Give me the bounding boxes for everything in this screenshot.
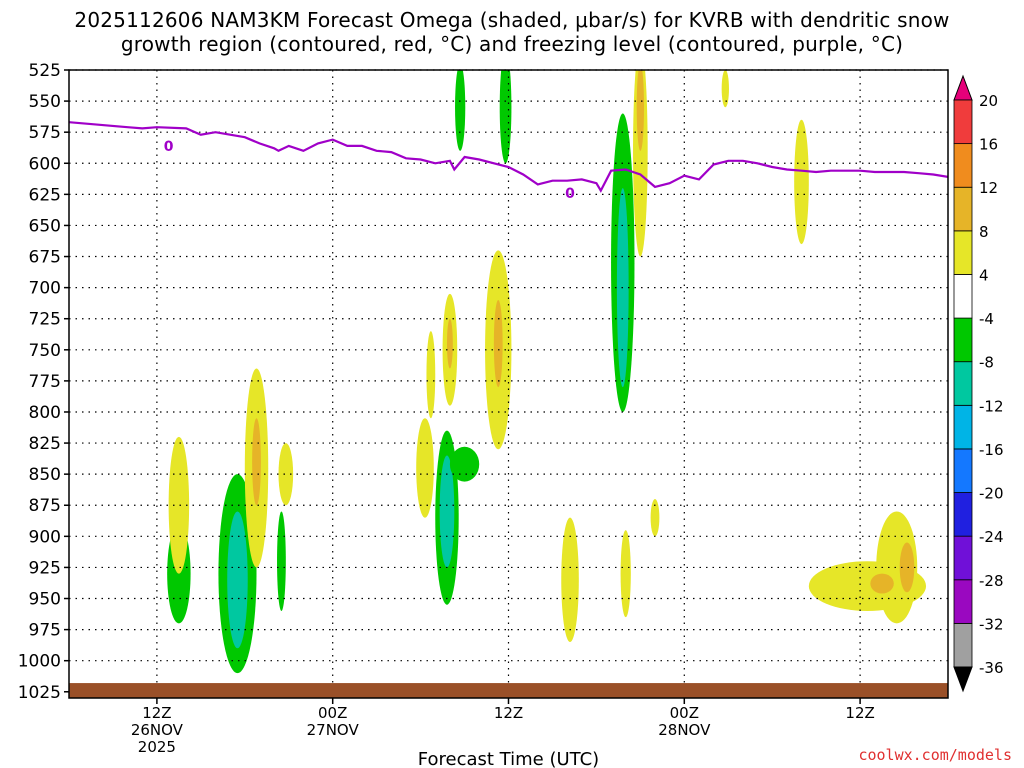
- y-tick-label: 600: [29, 154, 61, 174]
- omega-region: [633, 70, 648, 257]
- y-tick-label: 575: [29, 123, 61, 143]
- omega-region: [620, 530, 631, 618]
- y-tick-label: 700: [29, 279, 61, 299]
- y-tick-label: 725: [29, 310, 61, 330]
- y-tick-label: 525: [29, 61, 61, 81]
- omega-region: [416, 418, 434, 518]
- omega-region: [455, 70, 466, 151]
- colorbar-segment: [953, 317, 973, 363]
- colorbar-label: -28: [979, 572, 1004, 590]
- omega-region: [168, 436, 190, 574]
- omega-region: [636, 70, 645, 151]
- colorbar-label: -8: [979, 354, 994, 372]
- x-tick-label: 27NOV: [307, 721, 360, 739]
- colorbar-segment: [953, 535, 973, 581]
- site-credit[interactable]: coolwx.com/models: [858, 746, 1012, 764]
- omega-region: [870, 573, 894, 594]
- colorbar-segment: [953, 622, 973, 668]
- colorbar-segment: [953, 99, 973, 145]
- omega-region: [227, 511, 248, 649]
- omega-region: [721, 70, 729, 108]
- colorbar-segment: [953, 448, 973, 493]
- colorbar-segment: [953, 274, 973, 319]
- omega-region: [899, 542, 915, 593]
- freezing-level-label: 0: [164, 139, 174, 155]
- colorbar-segment: [953, 492, 973, 537]
- colorbar-segment: [953, 579, 973, 624]
- y-tick-label: 550: [29, 92, 61, 112]
- colorbar-label: -32: [979, 615, 1004, 633]
- omega-region: [876, 511, 918, 624]
- colorbar-label: -16: [979, 441, 1004, 459]
- colorbar-label: -24: [979, 528, 1004, 546]
- y-tick-label: 800: [29, 403, 61, 423]
- y-tick-label: 875: [29, 496, 61, 516]
- x-tick-label: 2025: [138, 738, 176, 756]
- colorbar-label: 20: [979, 92, 998, 110]
- omega-region: [278, 443, 294, 506]
- x-tick-label: 00Z: [318, 704, 347, 722]
- omega-region: [439, 455, 455, 568]
- ground-surface: [69, 683, 948, 698]
- colorbar-segment: [953, 230, 973, 275]
- omega-region: [794, 119, 809, 245]
- colorbar-segment: [953, 404, 973, 450]
- y-tick-label: 925: [29, 558, 61, 578]
- omega-region: [446, 318, 453, 369]
- x-tick-label: 12Z: [142, 704, 171, 722]
- y-tick-label: 775: [29, 372, 61, 392]
- y-tick-label: 900: [29, 527, 61, 547]
- omega-region: [499, 70, 512, 164]
- y-tick-label: 825: [29, 434, 61, 454]
- omega-region: [561, 517, 579, 643]
- freezing-level-label: 0: [565, 186, 575, 202]
- colorbar-label: -20: [979, 485, 1004, 503]
- chart-title-line-2: growth region (contoured, red, °C) and f…: [120, 32, 904, 56]
- colorbar-label: -4: [979, 310, 994, 328]
- x-tick-label: 12Z: [845, 704, 874, 722]
- y-tick-label: 1025: [18, 683, 61, 703]
- y-tick-label: 975: [29, 621, 61, 641]
- x-tick-label: 28NOV: [658, 721, 711, 739]
- colorbar-below-arrow: [953, 666, 973, 693]
- y-tick-label: 950: [29, 590, 61, 610]
- colorbar: -36 -32 -28 -24 -20 -16 -12 -8 -4 4 8 12 16 20: [953, 74, 1004, 693]
- y-tick-label: 650: [29, 216, 61, 236]
- omega-region: [277, 511, 286, 611]
- chart-title-line-1: 2025112606 NAM3KM Forecast Omega (shaded…: [74, 8, 950, 32]
- x-axis-label: Forecast Time (UTC): [418, 749, 599, 768]
- omega-region: [493, 300, 503, 388]
- y-tick-label: 850: [29, 465, 61, 485]
- y-tick-label: 675: [29, 248, 61, 268]
- x-tick-label: 00Z: [670, 704, 699, 722]
- colorbar-label: 4: [979, 266, 989, 284]
- colorbar-above-arrow: [953, 74, 973, 101]
- y-tick-label: 1000: [18, 652, 61, 672]
- omega-region: [252, 418, 261, 506]
- colorbar-label: 12: [979, 179, 998, 197]
- omega-field: [167, 70, 927, 674]
- x-tick-label: 26NOV: [131, 721, 184, 739]
- colorbar-segment: [953, 186, 973, 232]
- colorbar-label: -36: [979, 659, 1004, 677]
- colorbar-segment: [953, 143, 973, 188]
- omega-region: [650, 499, 660, 537]
- freezing-level-line: [69, 121, 948, 193]
- omega-region: [449, 446, 480, 482]
- y-tick-label: 750: [29, 341, 61, 361]
- omega-region: [426, 331, 436, 419]
- colorbar-label: 16: [979, 136, 998, 154]
- y-tick-label: 625: [29, 185, 61, 205]
- x-tick-label: 12Z: [494, 704, 523, 722]
- colorbar-label: 8: [979, 223, 989, 241]
- colorbar-segment: [953, 361, 973, 406]
- colorbar-label: -12: [979, 397, 1004, 415]
